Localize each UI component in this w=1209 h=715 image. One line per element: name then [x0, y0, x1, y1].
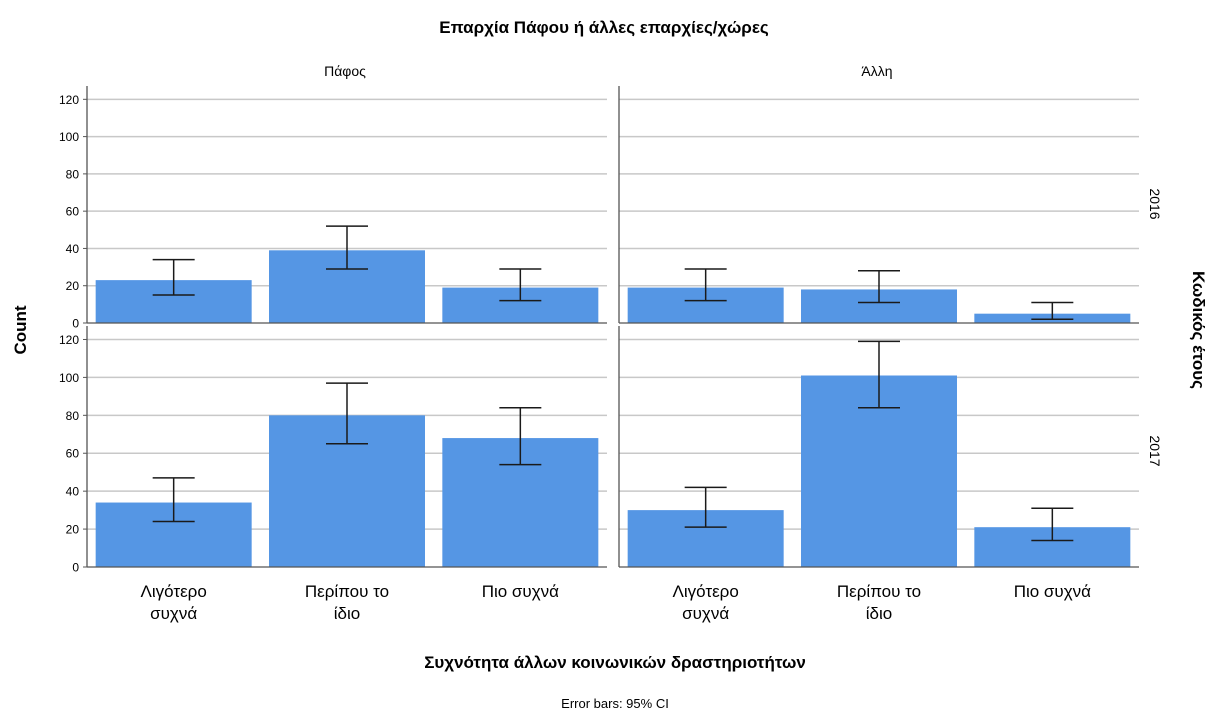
row-label-2017: 2017 [1147, 435, 1163, 466]
panel-2-y-tick-label-0: 0 [72, 561, 79, 575]
x-axis-title: Συχνότητα άλλων κοινωνικών δραστηριοτήτω… [424, 653, 806, 672]
panel-2-category-label-0-line-0: Λιγότερο [141, 582, 207, 601]
panel-0-y-tick-label-1: 20 [66, 279, 80, 293]
panel-0-y-tick-label-3: 60 [66, 205, 80, 219]
panel-2-y-tick-label-6: 120 [59, 333, 79, 347]
panel-2-y-tick-label-1: 20 [66, 523, 80, 537]
panel-2-category-label-1-line-0: Περίπου το [305, 582, 389, 601]
chart-title: Επαρχία Πάφου ή άλλες επαρχίες/χώρες [439, 18, 769, 37]
panel-0-y-tick-label-6: 120 [59, 93, 79, 107]
panel-2-y-tick-label-3: 60 [66, 447, 80, 461]
panel-0-y-tick-label-0: 0 [72, 317, 79, 331]
y-axis-title: Count [11, 305, 30, 354]
panel-2-y-tick-label-5: 100 [59, 371, 79, 385]
column-label-alli: Άλλη [861, 63, 892, 79]
row-axis-title: Κωδικός έτους [1189, 271, 1208, 389]
column-label-pafos: Πάφος [324, 63, 366, 79]
panel-0-y-tick-label-5: 100 [59, 130, 79, 144]
error-bar-note: Error bars: 95% CI [561, 696, 669, 711]
panel-3-category-label-0-line-0: Λιγότερο [673, 582, 739, 601]
panels-layer: 0 20 40 60 80 100 120 0 20 40 60 80 100 120 Λιγότερο συ… [59, 86, 1139, 623]
panel-3-category-label-2-line-0: Πιο συχνά [1014, 582, 1091, 601]
row-label-2016: 2016 [1147, 188, 1163, 219]
panel-2-category-label-0-line-1: συχνά [150, 604, 197, 623]
panel-3-category-label-1-line-1: ίδιο [866, 604, 892, 623]
panel-0-y-tick-label-2: 40 [66, 242, 80, 256]
panel-3-category-label-0-line-1: συχνά [682, 604, 729, 623]
panel-3-category-label-1-line-0: Περίπου το [837, 582, 921, 601]
panel-2-y-tick-label-4: 80 [66, 409, 80, 423]
panel-2-category-label-1-line-1: ίδιο [334, 604, 360, 623]
panel-2-y-tick-label-2: 40 [66, 485, 80, 499]
panel-0-y-tick-label-4: 80 [66, 167, 80, 181]
panel-2-category-label-2-line-0: Πιο συχνά [482, 582, 559, 601]
